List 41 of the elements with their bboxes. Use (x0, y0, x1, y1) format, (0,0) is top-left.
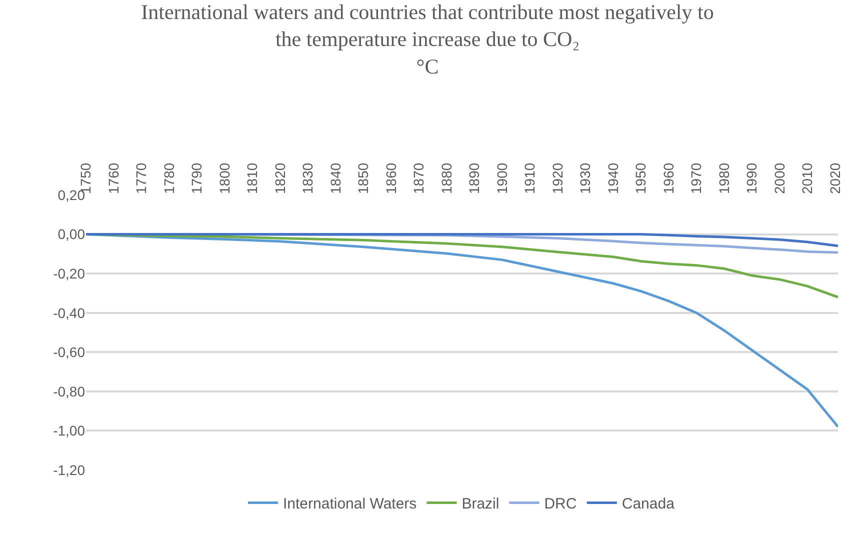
x-tick-label: 1870 (410, 162, 427, 194)
y-tick-label: 0,00 (58, 226, 86, 242)
x-tick-label: 1950 (632, 162, 649, 194)
line-series (86, 233, 838, 248)
x-tick-label: 1800 (216, 162, 232, 194)
x-tick-label: 1820 (272, 162, 288, 194)
legend-label: Brazil (462, 496, 500, 513)
x-tick-label: 1960 (660, 162, 676, 194)
x-tick-label: 1780 (160, 162, 177, 194)
legend-label: DRC (544, 496, 577, 513)
x-tick-label: 1850 (355, 162, 372, 194)
x-tick-label: 1990 (744, 162, 760, 194)
chart-title: International waters and countries that contribute most negatively to the temperature increase due to CO₂ (141, 0, 714, 52)
x-tick-label: 1810 (244, 162, 260, 194)
x-tick-label: 1920 (549, 162, 566, 194)
x-tick-label: 1880 (438, 162, 454, 194)
x-tick-label: 1770 (133, 162, 150, 194)
y-tick-label: -0,40 (53, 304, 86, 321)
x-tick-label: 1930 (577, 162, 594, 194)
y-tick-label: -0,60 (53, 344, 86, 360)
x-tick-label: 1760 (105, 162, 122, 194)
chart-subtitle: °C (416, 54, 439, 78)
x-tick-label: 1860 (382, 162, 399, 194)
x-tick-label: 2020 (826, 162, 843, 194)
x-tick-label: 2010 (799, 162, 816, 194)
legend-label: Canada (622, 496, 676, 513)
x-tick-label: 1970 (688, 162, 704, 194)
x-tick-label: 1980 (716, 162, 732, 194)
y-tick-label: -1,00 (53, 422, 86, 439)
x-tick-label: 1790 (188, 162, 205, 194)
x-tick-label: 1940 (604, 162, 621, 194)
x-tick-label: 1830 (300, 162, 316, 194)
y-tick-label: -1,20 (53, 462, 86, 478)
legend-label: International Waters (283, 496, 417, 513)
x-tick-label: 1840 (327, 162, 344, 194)
y-tick-label: -0,80 (53, 383, 86, 400)
y-tick-label: -0,20 (53, 265, 86, 282)
x-tick-label: 1910 (522, 162, 538, 194)
x-tick-label: 1900 (494, 162, 510, 194)
x-tick-label: 1890 (466, 162, 482, 194)
x-tick-label: 2000 (771, 162, 788, 194)
